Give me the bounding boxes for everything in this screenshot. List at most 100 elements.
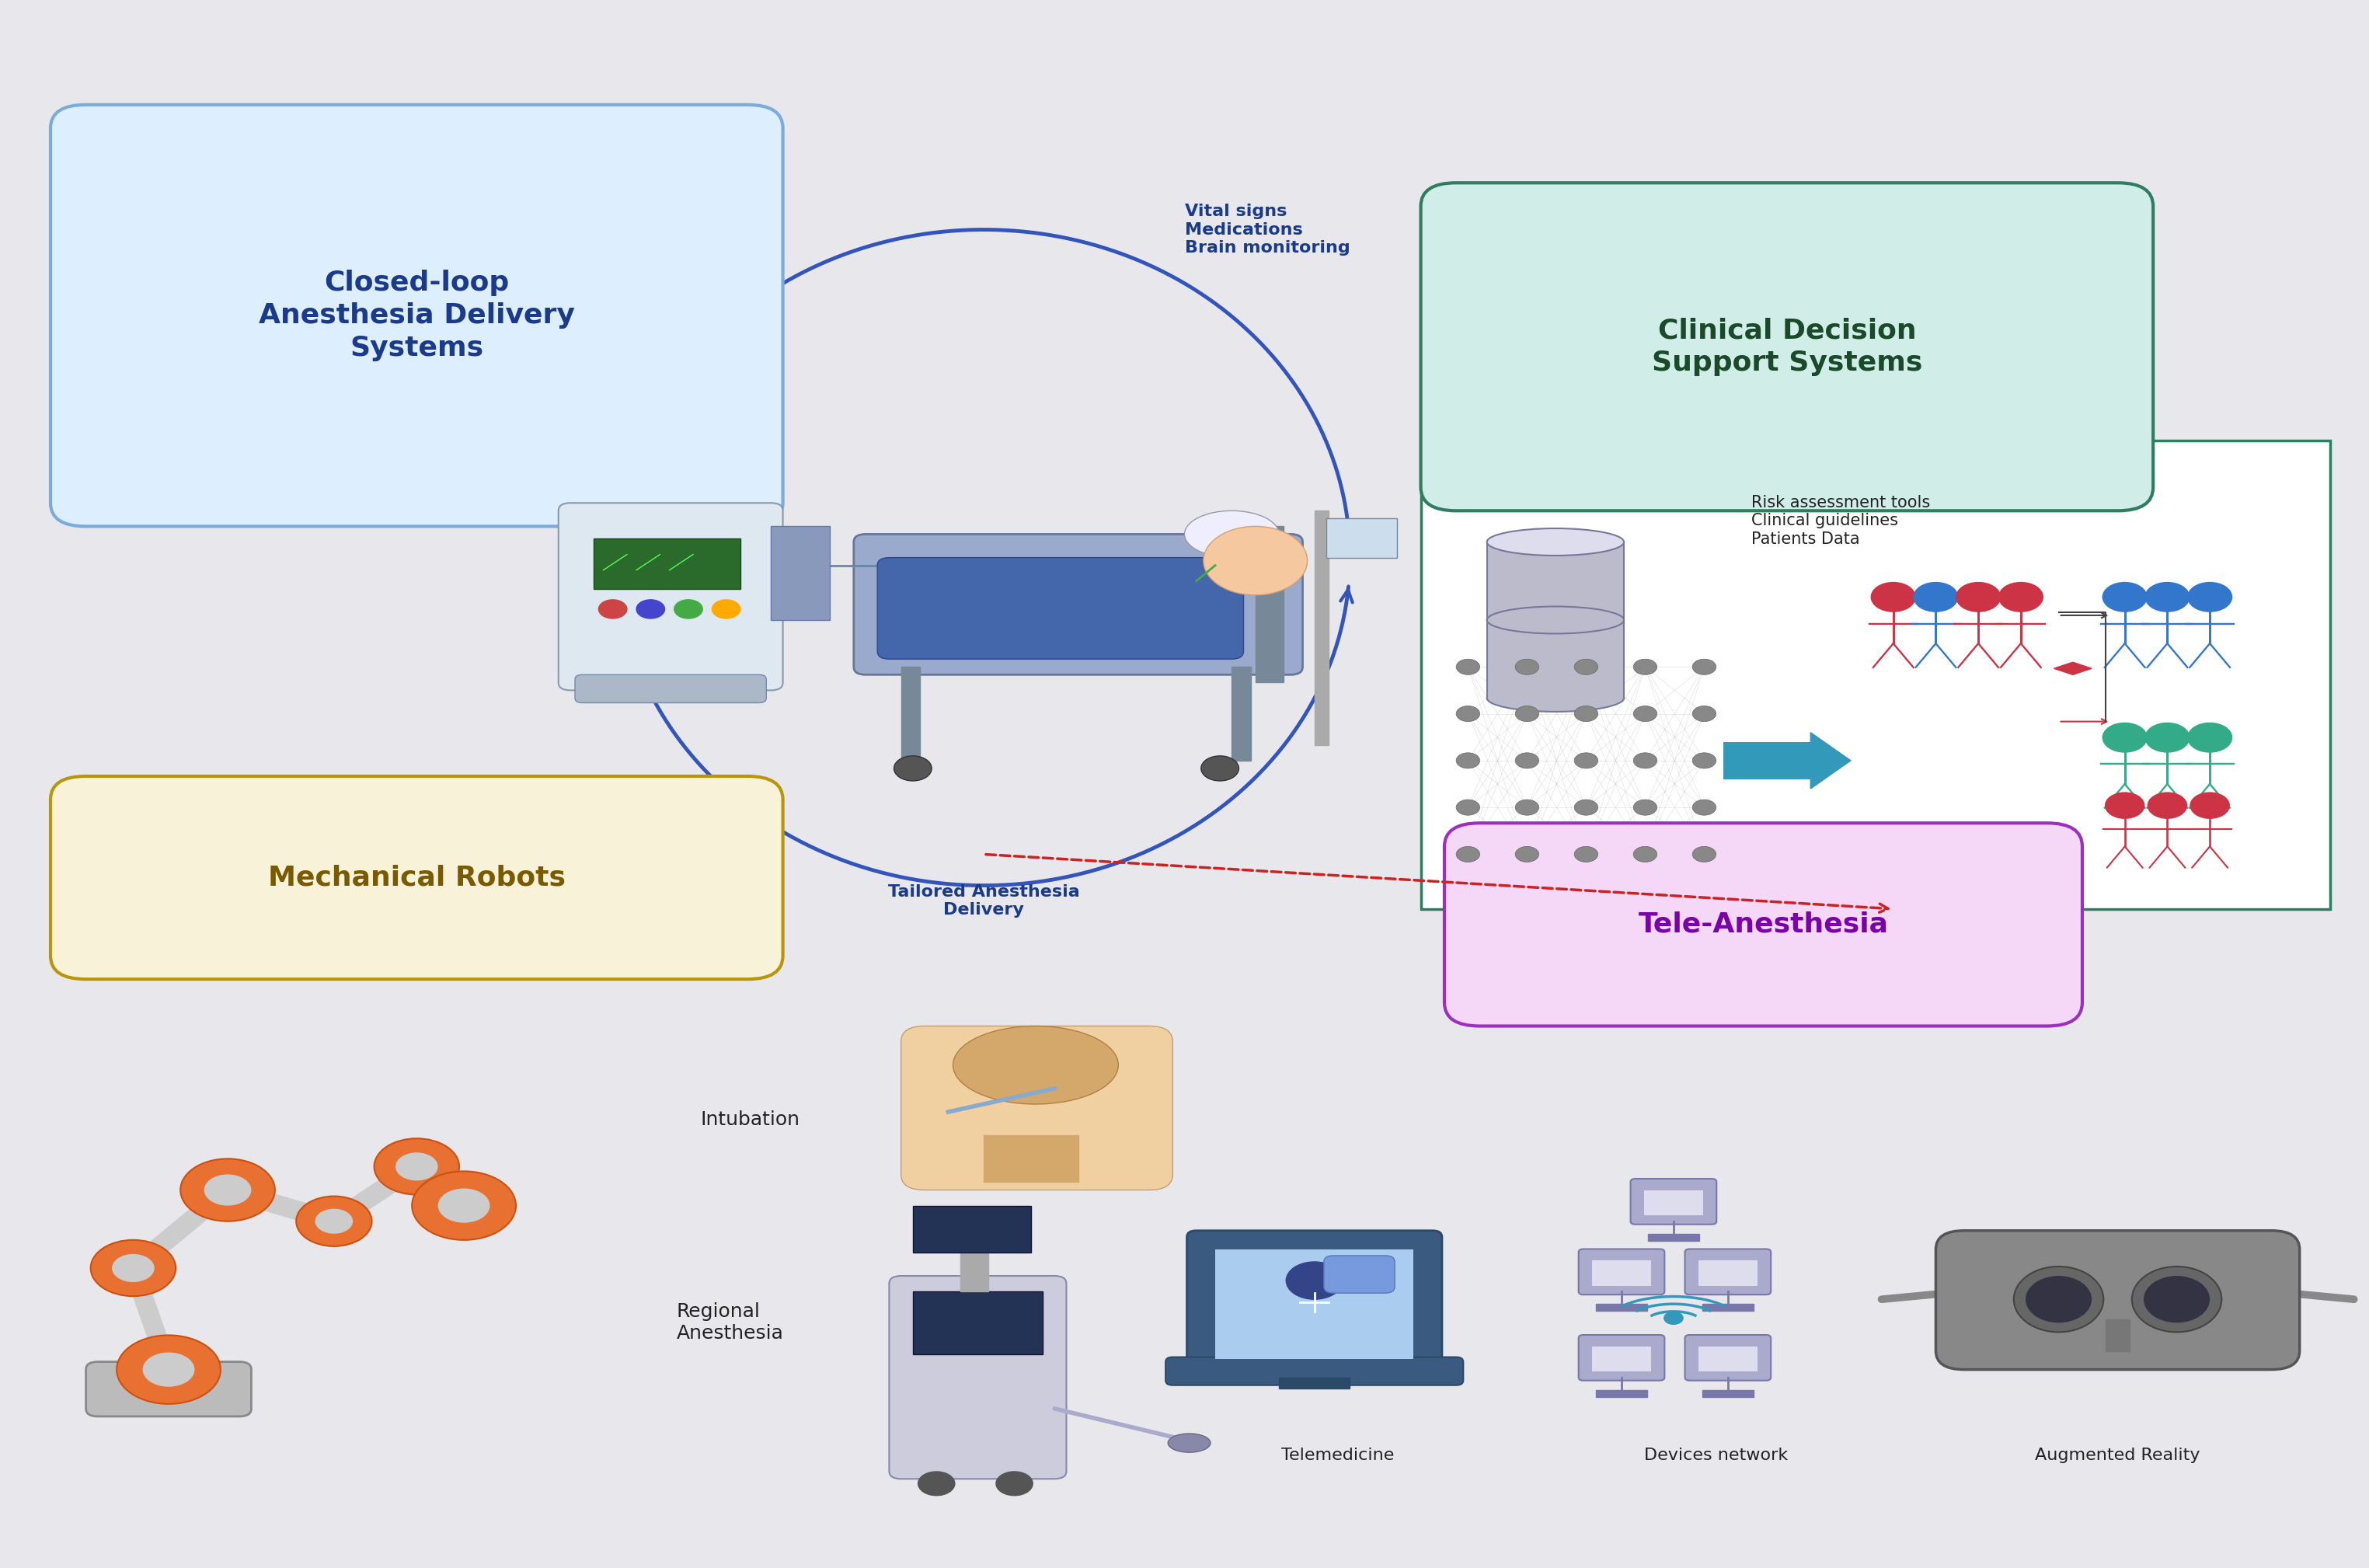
Circle shape (2149, 792, 2187, 818)
Text: Tailored Anesthesia
Delivery: Tailored Anesthesia Delivery (888, 884, 1080, 917)
Ellipse shape (1184, 511, 1279, 558)
Bar (1488, 543, 1623, 698)
FancyBboxPatch shape (1327, 519, 1398, 558)
Circle shape (1516, 659, 1540, 674)
Text: Risk assessment tools
Clinical guidelines
Patients Data: Risk assessment tools Clinical guideline… (1751, 495, 1931, 547)
Text: Regional
Anesthesia: Regional Anesthesia (678, 1303, 784, 1342)
Circle shape (315, 1209, 353, 1234)
Bar (1256, 527, 1284, 682)
Bar (1315, 511, 1329, 745)
FancyBboxPatch shape (85, 1361, 251, 1416)
FancyBboxPatch shape (900, 1025, 1173, 1190)
FancyBboxPatch shape (1421, 441, 2331, 909)
Bar (1279, 1377, 1350, 1388)
Circle shape (1286, 1262, 1343, 1300)
FancyBboxPatch shape (1630, 1179, 1718, 1225)
Circle shape (1575, 847, 1599, 862)
Text: Closed-loop
Anesthesia Delivery
Systems: Closed-loop Anesthesia Delivery Systems (258, 270, 576, 362)
Text: Telemedicine: Telemedicine (1282, 1447, 1395, 1463)
Bar (1703, 1305, 1753, 1311)
Circle shape (1632, 800, 1656, 815)
FancyBboxPatch shape (853, 535, 1303, 674)
Circle shape (90, 1240, 175, 1297)
Polygon shape (2054, 662, 2092, 674)
FancyBboxPatch shape (1699, 1347, 1758, 1372)
FancyBboxPatch shape (1421, 183, 2153, 511)
Circle shape (111, 1254, 154, 1283)
Circle shape (1457, 659, 1481, 674)
Circle shape (1457, 706, 1481, 721)
Circle shape (675, 599, 704, 618)
Circle shape (2146, 723, 2189, 753)
FancyBboxPatch shape (576, 674, 765, 702)
Text: Intubation: Intubation (701, 1110, 801, 1129)
FancyBboxPatch shape (1699, 1261, 1758, 1286)
Circle shape (893, 756, 931, 781)
FancyBboxPatch shape (1187, 1231, 1443, 1375)
Polygon shape (1810, 732, 1850, 789)
Circle shape (917, 1471, 955, 1496)
Ellipse shape (1488, 528, 1623, 555)
FancyBboxPatch shape (1215, 1250, 1414, 1358)
Ellipse shape (952, 1025, 1118, 1104)
Circle shape (1632, 659, 1656, 674)
Circle shape (438, 1189, 490, 1223)
Circle shape (1575, 753, 1599, 768)
FancyBboxPatch shape (877, 558, 1244, 659)
FancyBboxPatch shape (1578, 1334, 1665, 1380)
FancyBboxPatch shape (1935, 1231, 2300, 1369)
Circle shape (1632, 706, 1656, 721)
Circle shape (116, 1336, 220, 1403)
Circle shape (2146, 582, 2189, 612)
Bar (1649, 1234, 1699, 1240)
Circle shape (374, 1138, 460, 1195)
Circle shape (1516, 800, 1540, 815)
FancyBboxPatch shape (1578, 1250, 1665, 1295)
Circle shape (1957, 582, 1999, 612)
Circle shape (995, 1471, 1033, 1496)
FancyBboxPatch shape (1644, 1190, 1703, 1215)
Circle shape (1691, 706, 1715, 721)
Circle shape (1516, 847, 1540, 862)
Circle shape (713, 599, 741, 618)
Circle shape (1663, 1312, 1682, 1325)
Ellipse shape (2144, 1276, 2210, 1323)
FancyBboxPatch shape (50, 105, 782, 527)
Bar (1597, 1305, 1646, 1311)
Ellipse shape (2014, 1267, 2104, 1333)
Bar (1597, 1389, 1646, 1397)
Text: Tele-Anesthesia: Tele-Anesthesia (1639, 911, 1888, 938)
Text: Clinical Decision
Support Systems: Clinical Decision Support Systems (1651, 317, 1921, 376)
FancyBboxPatch shape (1445, 823, 2082, 1025)
Bar (959, 1245, 988, 1292)
Circle shape (1516, 706, 1540, 721)
Circle shape (637, 599, 666, 618)
Circle shape (1516, 753, 1540, 768)
Circle shape (296, 1196, 372, 1247)
FancyBboxPatch shape (1592, 1347, 1651, 1372)
Bar (1232, 666, 1251, 760)
Circle shape (2104, 582, 2146, 612)
Circle shape (396, 1152, 438, 1181)
FancyBboxPatch shape (1684, 1250, 1772, 1295)
Ellipse shape (2025, 1276, 2092, 1323)
Bar (2106, 1320, 2130, 1352)
FancyBboxPatch shape (50, 776, 782, 978)
Circle shape (1575, 800, 1599, 815)
FancyBboxPatch shape (1722, 742, 1810, 779)
Circle shape (2106, 792, 2144, 818)
Circle shape (180, 1159, 275, 1221)
Circle shape (1691, 753, 1715, 768)
Circle shape (1575, 659, 1599, 674)
Ellipse shape (1488, 685, 1623, 712)
FancyBboxPatch shape (559, 503, 782, 690)
Circle shape (1691, 847, 1715, 862)
FancyBboxPatch shape (770, 527, 829, 619)
Circle shape (412, 1171, 516, 1240)
FancyBboxPatch shape (1324, 1256, 1395, 1294)
Circle shape (2187, 723, 2232, 753)
Circle shape (1201, 756, 1239, 781)
Circle shape (2187, 582, 2232, 612)
FancyBboxPatch shape (888, 1276, 1066, 1479)
Circle shape (1203, 527, 1308, 594)
